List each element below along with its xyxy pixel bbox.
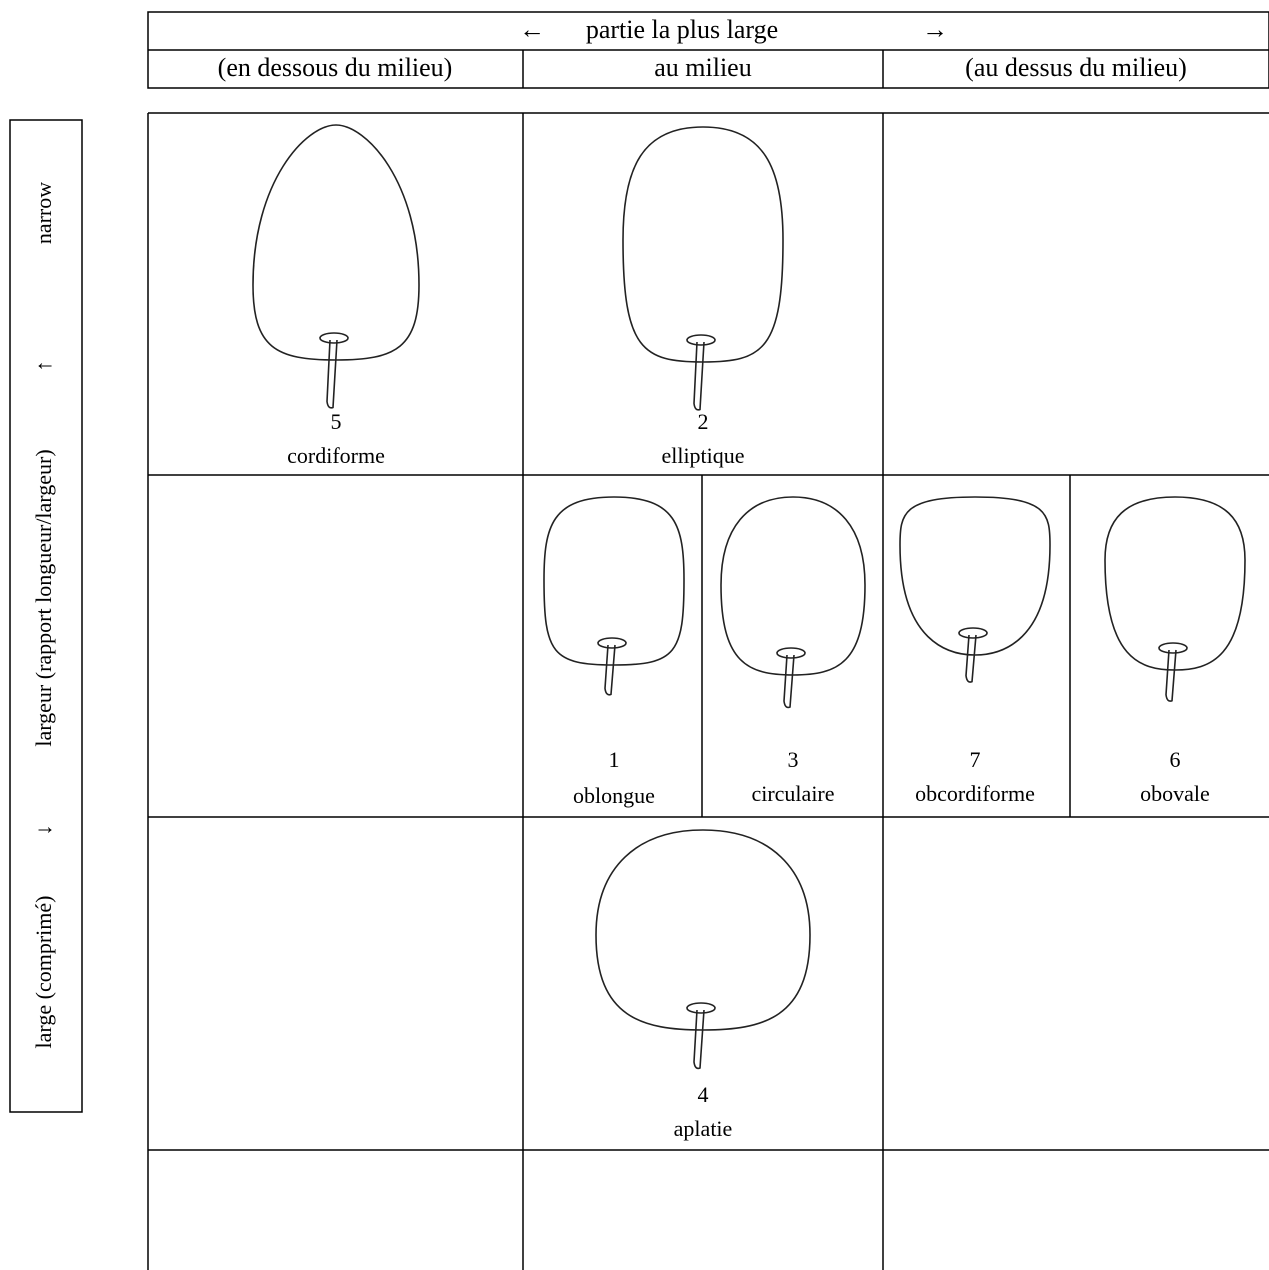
shape-number: 1 bbox=[609, 747, 620, 772]
arrow-down: ↓ bbox=[31, 825, 56, 836]
column-header: au milieu bbox=[654, 53, 751, 82]
header-table bbox=[147, 11, 1269, 89]
stalk-cavity bbox=[686, 334, 716, 346]
arrow-left: ← bbox=[519, 15, 545, 44]
shape-number: 7 bbox=[970, 747, 981, 772]
header-title: partie la plus large bbox=[586, 15, 778, 44]
stalk-cavity bbox=[319, 332, 349, 344]
stalk bbox=[326, 339, 338, 409]
stalk-cavity bbox=[776, 647, 806, 659]
stalk bbox=[1165, 649, 1177, 702]
fruit-outline bbox=[622, 126, 784, 363]
shape-label: obcordiforme bbox=[915, 781, 1035, 806]
shape-label: aplatie bbox=[674, 1116, 733, 1141]
shape-number: 2 bbox=[698, 409, 709, 434]
stalk-cavity bbox=[686, 1002, 716, 1014]
shape-label: circulaire bbox=[751, 781, 834, 806]
fruit-outline bbox=[1104, 496, 1246, 671]
arrow-right: → bbox=[922, 15, 948, 44]
shape-label: cordiforme bbox=[287, 443, 385, 468]
stalk bbox=[604, 644, 616, 696]
stalk-cavity bbox=[1158, 642, 1188, 654]
shape-number: 4 bbox=[698, 1082, 709, 1107]
stalk bbox=[693, 341, 705, 411]
main-grid bbox=[147, 112, 1269, 1270]
stalk-cavity bbox=[597, 637, 627, 649]
fruit-outline bbox=[899, 496, 1051, 656]
column-header: (au dessus du milieu) bbox=[965, 53, 1187, 82]
shape-label: elliptique bbox=[661, 443, 744, 468]
side-axis-box bbox=[9, 119, 83, 1113]
shape-number: 5 bbox=[331, 409, 342, 434]
fruit-outline bbox=[252, 124, 420, 361]
arrow-up: ↑ bbox=[31, 361, 56, 372]
fruit-outline bbox=[595, 829, 811, 1031]
stalk bbox=[783, 654, 795, 709]
axis-label: largeur (rapport longueur/largeur) bbox=[31, 449, 56, 746]
stalk-cavity bbox=[958, 627, 988, 639]
axis-top: narrow bbox=[31, 182, 56, 244]
shape-label: oblongue bbox=[573, 783, 655, 808]
column-header: (en dessous du milieu) bbox=[218, 53, 453, 82]
shape-number: 6 bbox=[1170, 747, 1181, 772]
stalk bbox=[693, 1009, 705, 1070]
axis-bottom: large (comprimé) bbox=[31, 896, 56, 1049]
stalk bbox=[965, 634, 977, 683]
fruit-outline bbox=[543, 496, 685, 666]
shape-label: obovale bbox=[1140, 781, 1210, 806]
shape-number: 3 bbox=[788, 747, 799, 772]
